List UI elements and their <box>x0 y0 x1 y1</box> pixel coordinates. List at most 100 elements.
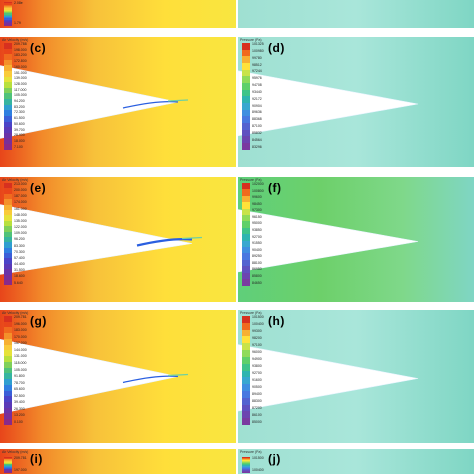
color-legend <box>242 457 250 473</box>
color-legend <box>242 183 250 286</box>
legend-tick-label: 87100 <box>252 124 262 129</box>
legend-tick-label: 209.781 <box>14 456 27 460</box>
legend-title: Pressure (Pa) <box>240 311 262 315</box>
legend-tick-label: 101325 <box>252 42 264 46</box>
contour-panel-top-right <box>238 0 474 28</box>
legend-swatch <box>4 71 12 77</box>
legend-swatch <box>242 221 250 228</box>
legend-tick-label: 100980 <box>252 48 264 53</box>
wake-region <box>122 375 179 384</box>
legend-tick-label: 70.300 <box>14 249 25 254</box>
legend-swatch <box>4 356 12 362</box>
legend-swatch <box>4 258 12 264</box>
legend-swatch <box>4 419 12 425</box>
legend-tick-label: 92700 <box>252 234 262 239</box>
wake-tail <box>167 99 189 102</box>
legend-swatch <box>4 390 12 397</box>
legend-tick-label: 26.300 <box>14 406 25 411</box>
legend-swatch <box>4 8 12 10</box>
legend-swatch <box>4 22 12 24</box>
legend-swatch <box>242 240 250 248</box>
legend-swatch <box>4 7 12 9</box>
legend-tick-label: 86950 <box>252 267 262 272</box>
legend-tick-label: 57.400 <box>14 255 25 260</box>
legend-tick-label: 44.400 <box>14 262 25 267</box>
legend-swatch <box>4 466 12 468</box>
contour-panel-c: Air Velocity (m/s) 209.788 198.000 183.200 1… <box>0 37 236 167</box>
legend-swatch <box>242 266 250 273</box>
legend-swatch <box>4 20 12 22</box>
body-wedge <box>0 65 179 139</box>
legend-tick-label: 160.000 <box>14 64 27 69</box>
legend-swatch <box>4 12 12 14</box>
legend-tick-label: 0.100 <box>14 420 23 425</box>
legend-swatch <box>242 253 250 260</box>
legend-tick-label: 99600 <box>252 195 262 200</box>
body-step <box>368 235 384 242</box>
legend-swatch <box>4 469 12 471</box>
panel-label: (f) <box>268 181 282 195</box>
legend-title: Pressure (Pa) <box>240 38 262 42</box>
velocity-contour-plot <box>0 449 236 474</box>
legend-swatch <box>242 316 250 323</box>
legend-tick-label: 161.000 <box>14 206 27 211</box>
legend-swatch <box>4 87 12 94</box>
contour-panel-d: Pressure (Pa) 101325 100980 99780 98512 97244… <box>238 37 474 167</box>
legend-swatch <box>4 465 12 467</box>
legend-tick-label: 196.000 <box>14 321 27 326</box>
legend-swatch <box>4 204 12 210</box>
panel-label: (c) <box>30 41 47 55</box>
legend-swatch <box>4 54 12 60</box>
color-legend <box>4 43 12 150</box>
legend-tick-label: 96150 <box>252 214 262 219</box>
body-step <box>368 100 384 106</box>
legend-tick-label: 88368 <box>252 117 262 122</box>
legend-title: Air Velocity (m/s) <box>2 178 29 182</box>
legend-swatch <box>242 76 250 83</box>
legend-swatch <box>242 461 250 462</box>
legend-title: Air Velocity (m/s) <box>2 450 29 454</box>
legend-tick-label: 128.000 <box>14 81 27 86</box>
legend-swatch <box>4 13 12 15</box>
legend-tick-label: 78.700 <box>14 380 25 385</box>
legend-swatch <box>4 59 12 66</box>
legend-swatch <box>4 115 12 122</box>
legend-swatch <box>242 470 250 471</box>
legend-swatch <box>4 367 12 374</box>
velocity-contour-plot <box>0 37 236 167</box>
legend-swatch <box>4 253 12 259</box>
panel-label: (i) <box>30 452 43 466</box>
panel-label: (e) <box>30 181 47 195</box>
legend-swatch <box>4 361 12 368</box>
legend-swatch <box>4 99 12 105</box>
legend-swatch <box>242 336 250 344</box>
legend-swatch <box>4 274 12 281</box>
legend-swatch <box>4 242 12 248</box>
legend-swatch <box>4 18 12 20</box>
legend-swatch <box>4 396 12 403</box>
legend-swatch <box>242 142 250 150</box>
legend-swatch <box>242 350 250 357</box>
legend-swatch <box>4 344 12 351</box>
legend-swatch <box>242 183 250 190</box>
legend-swatch <box>4 459 12 461</box>
legend-tick-label: 89250 <box>252 254 262 259</box>
legend-swatch <box>4 132 12 139</box>
body-wedge <box>0 338 179 415</box>
legend-tick-label: 89400 <box>252 392 262 397</box>
legend-swatch <box>4 247 12 254</box>
legend-tick-label: 100400 <box>252 322 264 326</box>
pressure-contour-plot <box>238 310 474 443</box>
legend-tick-label: 90400 <box>252 247 262 252</box>
legend-swatch <box>4 215 12 221</box>
legend-swatch <box>4 457 12 459</box>
panel-label: (d) <box>268 41 285 55</box>
legend-tick-label: 135.000 <box>14 218 27 223</box>
legend-swatch <box>4 199 12 205</box>
wake-region <box>122 100 179 109</box>
legend-tick-label: 83296 <box>252 144 262 149</box>
legend-tick-label: 28.900 <box>14 133 25 138</box>
legend-title: Air Velocity (m/s) <box>2 311 29 315</box>
legend-tick-label: 89636 <box>252 110 262 115</box>
legend-swatch <box>4 263 12 270</box>
